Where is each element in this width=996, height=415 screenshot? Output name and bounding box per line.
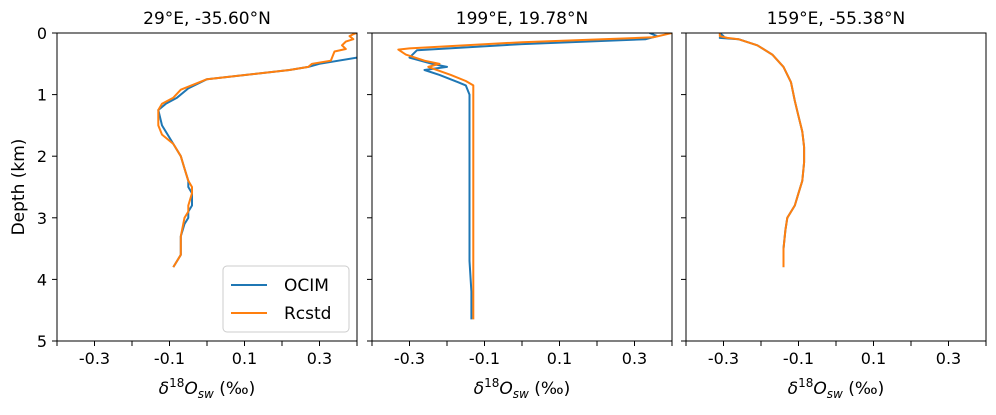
x-tick-label: 0.3 bbox=[936, 349, 961, 368]
series-line-ocim bbox=[718, 33, 806, 268]
axes-frame bbox=[685, 32, 987, 342]
y-tick-label: 3 bbox=[37, 209, 47, 228]
x-axis-label-part: δ bbox=[788, 379, 798, 399]
x-tick-label: -0.1 bbox=[783, 349, 814, 368]
x-axis-label-part: O bbox=[184, 379, 197, 399]
x-tick-label: 0.1 bbox=[547, 349, 572, 368]
x-axis-label-part: (‰) bbox=[214, 379, 255, 399]
axes-frame bbox=[371, 32, 673, 342]
x-tick-label: 0.3 bbox=[307, 349, 332, 368]
series-group bbox=[397, 33, 672, 320]
x-tick-label: -0.1 bbox=[469, 349, 500, 368]
x-axis-label-part: sw bbox=[513, 387, 529, 401]
series-line-rcstd bbox=[718, 33, 806, 268]
panel-title: 159°E, -55.38°N bbox=[767, 9, 906, 29]
panel-title: 29°E, -35.60°N bbox=[143, 9, 271, 29]
x-axis-label: δ18Osw (‰) bbox=[159, 376, 256, 401]
x-axis-label: δ18Osw (‰) bbox=[788, 376, 885, 401]
y-tick-label: 1 bbox=[37, 86, 47, 105]
legend-label: Rcstd bbox=[284, 304, 331, 324]
x-axis-label-part: O bbox=[499, 379, 512, 399]
series-line-rcstd bbox=[157, 33, 357, 268]
x-axis-label-part: O bbox=[813, 379, 826, 399]
y-tick-label: 0 bbox=[37, 24, 47, 43]
y-tick-label: 4 bbox=[37, 270, 47, 289]
x-tick-label: 0.3 bbox=[622, 349, 647, 368]
x-tick-label: -0.3 bbox=[79, 349, 110, 368]
x-tick-label: -0.3 bbox=[708, 349, 739, 368]
panel-3: -0.3 -0.1 0.1 0.3 159°E, -55.38°N δ18Osw (‰) bbox=[681, 9, 987, 401]
panel-2: -0.3 -0.1 0.1 0.3 199°E, 19.78°N δ18Osw (‰) bbox=[367, 9, 673, 401]
series-line-ocim bbox=[157, 56, 357, 268]
series-line-rcstd bbox=[397, 33, 672, 320]
legend: OCIM Rcstd bbox=[222, 265, 350, 333]
x-tick-label: -0.3 bbox=[394, 349, 425, 368]
series-group bbox=[157, 33, 357, 268]
series-group bbox=[718, 33, 806, 268]
panel-1: -0.3 -0.1 0.1 0.3 0 1 2 3 4 5 29°E, -35.60°N δ18Osw… bbox=[9, 9, 358, 401]
x-tick-label: -0.1 bbox=[154, 349, 185, 368]
x-axis-label-part: sw bbox=[827, 387, 843, 401]
y-tick-label: 5 bbox=[37, 332, 47, 351]
x-axis-label: δ18Osw (‰) bbox=[474, 376, 571, 401]
x-axis-label-part: (‰) bbox=[529, 379, 570, 399]
x-axis-label-part: δ bbox=[159, 379, 169, 399]
y-axis-label: Depth (km) bbox=[9, 139, 29, 236]
x-axis-label-part: 18 bbox=[484, 376, 499, 390]
x-tick-label: 0.1 bbox=[232, 349, 257, 368]
x-axis-label-part: sw bbox=[198, 387, 214, 401]
x-axis-label-part: (‰) bbox=[843, 379, 884, 399]
x-axis-label-part: 18 bbox=[798, 376, 813, 390]
panel-title: 199°E, 19.78°N bbox=[456, 9, 588, 29]
legend-label: OCIM bbox=[284, 276, 329, 296]
x-axis-label-part: δ bbox=[474, 379, 484, 399]
series-line-ocim bbox=[408, 33, 658, 320]
x-tick-label: 0.1 bbox=[861, 349, 886, 368]
y-tick-label: 2 bbox=[37, 147, 47, 166]
legend-box bbox=[222, 265, 350, 333]
x-axis-label-part: 18 bbox=[169, 376, 184, 390]
